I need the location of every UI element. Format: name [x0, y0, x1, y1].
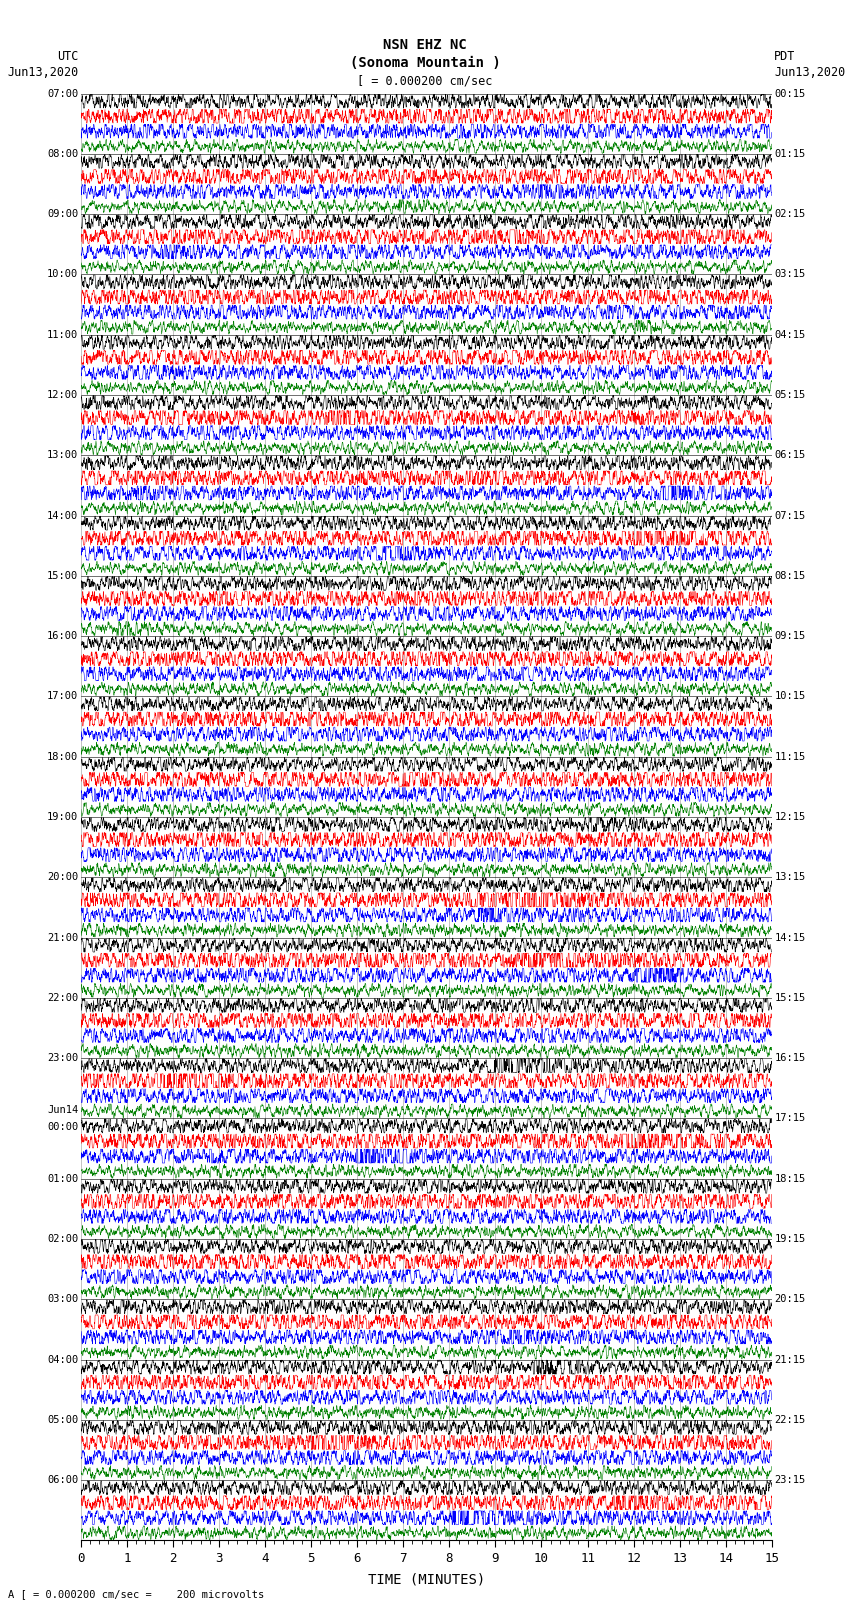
Text: 05:15: 05:15: [774, 390, 806, 400]
Text: 12:00: 12:00: [47, 390, 78, 400]
Text: 10:00: 10:00: [47, 269, 78, 279]
Text: 05:00: 05:00: [47, 1415, 78, 1424]
Text: 02:15: 02:15: [774, 210, 806, 219]
Text: 16:15: 16:15: [774, 1053, 806, 1063]
Text: 01:15: 01:15: [774, 148, 806, 158]
Text: A [ = 0.000200 cm/sec =    200 microvolts: A [ = 0.000200 cm/sec = 200 microvolts: [8, 1589, 264, 1598]
Text: NSN EHZ NC: NSN EHZ NC: [383, 39, 467, 52]
Text: 08:15: 08:15: [774, 571, 806, 581]
Text: 17:00: 17:00: [47, 692, 78, 702]
Text: (Sonoma Mountain ): (Sonoma Mountain ): [349, 56, 501, 69]
Text: 04:15: 04:15: [774, 329, 806, 340]
Text: 06:15: 06:15: [774, 450, 806, 460]
Text: Jun13,2020: Jun13,2020: [774, 66, 846, 79]
Text: 09:00: 09:00: [47, 210, 78, 219]
Text: 00:15: 00:15: [774, 89, 806, 98]
Text: 16:00: 16:00: [47, 631, 78, 640]
Text: 14:00: 14:00: [47, 511, 78, 521]
Text: 10:15: 10:15: [774, 692, 806, 702]
Text: 00:00: 00:00: [47, 1121, 78, 1132]
Text: 11:15: 11:15: [774, 752, 806, 761]
Text: 22:00: 22:00: [47, 994, 78, 1003]
Text: 17:15: 17:15: [774, 1113, 806, 1123]
Text: 14:15: 14:15: [774, 932, 806, 942]
Text: [ = 0.000200 cm/sec: [ = 0.000200 cm/sec: [357, 74, 493, 87]
Text: PDT: PDT: [774, 50, 796, 63]
Text: 13:15: 13:15: [774, 873, 806, 882]
Text: 19:15: 19:15: [774, 1234, 806, 1244]
Text: 04:00: 04:00: [47, 1355, 78, 1365]
Text: 21:00: 21:00: [47, 932, 78, 942]
Text: 23:15: 23:15: [774, 1476, 806, 1486]
Text: 07:15: 07:15: [774, 511, 806, 521]
Text: 19:00: 19:00: [47, 811, 78, 823]
Text: Jun14: Jun14: [47, 1105, 78, 1115]
Text: 15:15: 15:15: [774, 994, 806, 1003]
X-axis label: TIME (MINUTES): TIME (MINUTES): [368, 1573, 484, 1586]
Text: UTC: UTC: [57, 50, 78, 63]
Text: 12:15: 12:15: [774, 811, 806, 823]
Text: 03:15: 03:15: [774, 269, 806, 279]
Text: 20:00: 20:00: [47, 873, 78, 882]
Text: 21:15: 21:15: [774, 1355, 806, 1365]
Text: 09:15: 09:15: [774, 631, 806, 640]
Text: 03:00: 03:00: [47, 1294, 78, 1305]
Text: 23:00: 23:00: [47, 1053, 78, 1063]
Text: 15:00: 15:00: [47, 571, 78, 581]
Text: 08:00: 08:00: [47, 148, 78, 158]
Text: 18:00: 18:00: [47, 752, 78, 761]
Text: 11:00: 11:00: [47, 329, 78, 340]
Text: 22:15: 22:15: [774, 1415, 806, 1424]
Text: 06:00: 06:00: [47, 1476, 78, 1486]
Text: 13:00: 13:00: [47, 450, 78, 460]
Text: 01:00: 01:00: [47, 1174, 78, 1184]
Text: 20:15: 20:15: [774, 1294, 806, 1305]
Text: 18:15: 18:15: [774, 1174, 806, 1184]
Text: 02:00: 02:00: [47, 1234, 78, 1244]
Text: Jun13,2020: Jun13,2020: [7, 66, 78, 79]
Text: 07:00: 07:00: [47, 89, 78, 98]
